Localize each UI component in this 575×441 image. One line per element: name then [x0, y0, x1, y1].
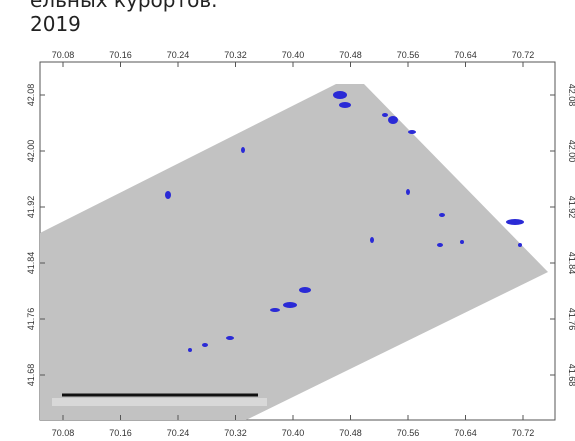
x-tick-label-bottom: 70.40 [282, 428, 305, 438]
page: ельных курортов. 2019 70.0870.0870.1670.… [0, 0, 575, 441]
x-tick-label-bottom: 70.16 [109, 428, 132, 438]
map: 70.08 70.08 70.16 70.16 70.24 70.24 70.32 70.32… [0, 0, 575, 441]
y-tick-label-right: 42.00 [567, 140, 575, 163]
y-tick-label-left: 41.84 [26, 252, 36, 275]
x-tick-label-top: 70.08 [52, 50, 75, 60]
x-tick-label-top: 70.64 [454, 50, 477, 60]
x-tick-label-bottom: 70.56 [397, 428, 420, 438]
y-tick-label-left: 41.92 [26, 196, 36, 219]
y-tick-label-right: 41.68 [567, 364, 575, 387]
x-tick-label-top: 70.56 [397, 50, 420, 60]
x-tick-label-bottom: 70.72 [512, 428, 535, 438]
x-tick-label-top: 70.32 [224, 50, 247, 60]
y-tick-label-right: 42.08 [567, 84, 575, 107]
y-tick-label-left: 41.76 [26, 308, 36, 331]
y-tick-label-right: 41.76 [567, 308, 575, 331]
x-tick-label-top: 70.48 [339, 50, 362, 60]
x-tick-label-top: 70.40 [282, 50, 305, 60]
y-tick-label-left: 42.00 [26, 140, 36, 163]
x-tick-label-bottom: 70.08 [52, 428, 75, 438]
y-tick-label-right: 41.92 [567, 196, 575, 219]
x-tick-label-bottom: 70.48 [339, 428, 362, 438]
x-tick-label-top: 70.16 [109, 50, 132, 60]
scale-bar-label-box [52, 398, 267, 406]
y-tick-label-left: 41.68 [26, 364, 36, 387]
y-tick-label-right: 41.84 [567, 252, 575, 275]
x-tick-label-top: 70.24 [167, 50, 190, 60]
x-tick-label-bottom: 70.64 [454, 428, 477, 438]
x-tick-label-top: 70.72 [512, 50, 535, 60]
x-tick-label-bottom: 70.32 [224, 428, 247, 438]
y-tick-label-left: 42.08 [26, 84, 36, 107]
x-tick-label-bottom: 70.24 [167, 428, 190, 438]
